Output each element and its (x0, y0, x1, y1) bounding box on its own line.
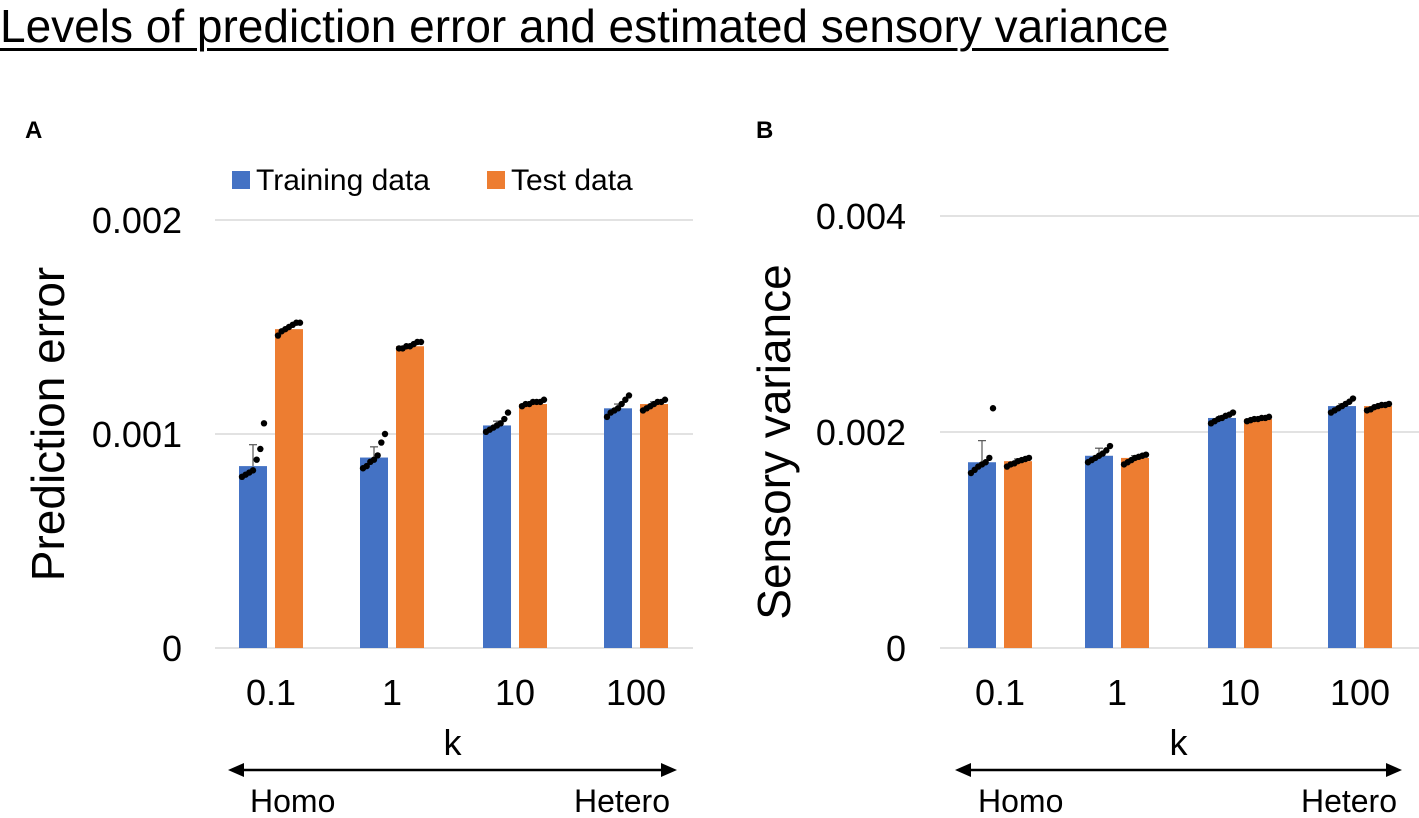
bar-test (1004, 461, 1032, 648)
x-axis-label: k (1170, 722, 1189, 763)
bar-test (396, 346, 424, 648)
x-tick-label: 10 (1220, 672, 1260, 713)
bar-test (1244, 419, 1272, 648)
y-tick-label: 0 (162, 628, 182, 669)
bar-training (1208, 417, 1236, 648)
data-point (296, 319, 304, 326)
data-point (417, 338, 425, 346)
bar-test (640, 404, 668, 648)
data-point (982, 459, 989, 466)
data-point (374, 452, 381, 459)
legend-swatch-test (487, 171, 505, 189)
bar-training (239, 466, 267, 648)
bar-training (483, 425, 511, 648)
data-point (1229, 409, 1237, 416)
bar-training (360, 457, 388, 648)
data-point (257, 445, 264, 453)
y-tick-label: 0.002 (816, 412, 906, 453)
x-tick-label: 10 (495, 672, 535, 713)
bar-training (968, 462, 996, 648)
x-tick-label: 0.1 (246, 672, 296, 713)
y-tick-label: 0 (886, 628, 906, 669)
bar-test (275, 329, 303, 648)
data-point (540, 396, 548, 403)
arrow-head-left (955, 763, 971, 777)
x-tick-label: 1 (382, 672, 402, 713)
x-tick-label: 1 (1107, 672, 1127, 713)
data-point (622, 396, 629, 403)
data-point (989, 405, 997, 412)
data-point (1103, 447, 1110, 454)
data-point (1349, 395, 1357, 402)
figure-title: Levels of prediction error and estimated… (0, 0, 1169, 52)
panel-a: A 0 0.001 0.002 Prediction error 0.1 1 10 100 k Ho… (22, 117, 693, 818)
data-point (260, 420, 268, 427)
data-point (1025, 454, 1033, 462)
data-point (661, 396, 669, 403)
y-tick-label: 0.001 (92, 414, 182, 455)
x-tick-label: 100 (606, 672, 666, 713)
y-axis-label: Sensory variance (748, 264, 800, 619)
arrow-head-right (661, 763, 677, 777)
data-point (249, 467, 257, 474)
bar-training (1328, 406, 1356, 648)
bar-test (519, 404, 547, 648)
data-point (497, 420, 504, 427)
data-point (381, 430, 389, 438)
y-tick-label: 0.004 (816, 196, 906, 237)
data-point (618, 400, 625, 408)
data-point (1385, 400, 1393, 408)
homo-label: Homo (978, 783, 1063, 818)
arrow-head-right (1386, 763, 1402, 777)
data-point (274, 332, 282, 339)
hetero-label: Hetero (574, 783, 670, 818)
x-axis-label: k (444, 722, 463, 763)
x-tick-label: 0.1 (975, 672, 1025, 713)
data-point (986, 454, 993, 462)
panel-label: A (25, 117, 42, 144)
bar-training (604, 408, 632, 648)
bar-test (1121, 457, 1149, 648)
data-point (370, 456, 378, 463)
data-point (1106, 442, 1114, 450)
data-point (614, 405, 622, 412)
data-point (1142, 451, 1150, 458)
homo-label: Homo (250, 783, 335, 818)
panel-b: B 0 0.002 0.004 Sensory variance 0.1 1 10 100 k Ho… (748, 117, 1419, 818)
data-point (1265, 413, 1273, 421)
legend-label-training: Training data (256, 164, 430, 197)
data-point (501, 415, 508, 423)
data-point (504, 409, 512, 416)
y-tick-label: 0.002 (92, 200, 182, 241)
data-point (253, 456, 260, 463)
x-tick-label: 100 (1330, 672, 1390, 713)
data-point (603, 413, 611, 421)
data-point (378, 439, 385, 446)
panel-label: B (756, 117, 773, 144)
arrow-head-left (228, 763, 244, 777)
legend: Training data Test data (232, 164, 633, 197)
data-point (625, 392, 633, 399)
legend-label-test: Test data (511, 164, 633, 197)
legend-swatch-training (232, 171, 250, 189)
data-point (363, 462, 370, 470)
y-axis-label: Prediction error (22, 267, 74, 581)
hetero-label: Hetero (1301, 783, 1397, 818)
bar-training (1085, 455, 1113, 648)
bar-test (1364, 406, 1392, 648)
